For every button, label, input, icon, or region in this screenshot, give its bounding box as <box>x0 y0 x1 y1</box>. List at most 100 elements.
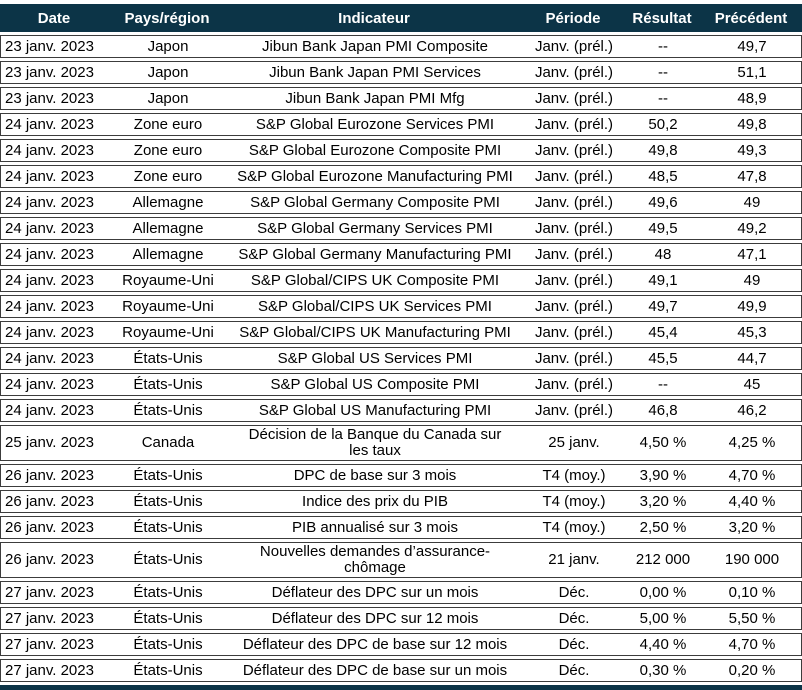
cell-indicator: Jibun Bank Japan PMI Services <box>269 63 481 81</box>
cell-date: 24 janv. 2023 <box>5 323 94 341</box>
cell-date: 24 janv. 2023 <box>5 349 94 367</box>
cell-result: 45,5 <box>648 349 678 367</box>
cell-indicator: Déflateur des DPC sur 12 mois <box>271 609 479 627</box>
table-row: 24 janv. 2023 États-Unis S&P Global US S… <box>0 347 802 371</box>
cell-period: Déc. <box>558 635 590 653</box>
cell-indicator: Déflateur des DPC de base sur 12 mois <box>242 635 508 653</box>
cell-date: 24 janv. 2023 <box>5 401 94 419</box>
cell-indicator: Indice des prix du PIB <box>302 492 448 510</box>
table-row: 24 janv. 2023 Allemagne S&P Global Germa… <box>0 243 802 267</box>
cell-result: 46,8 <box>648 401 678 419</box>
cell-period: Janv. (prél.) <box>534 63 614 81</box>
cell-region: États-Unis <box>133 375 203 393</box>
cell-indicator: Déflateur des DPC sur un mois <box>271 583 479 601</box>
cell-indicator: S&P Global Eurozone Composite PMI <box>248 141 502 159</box>
table-row: 25 janv. 2023 Canada Décision de la Banq… <box>0 425 802 462</box>
cell-previous: 49 <box>743 271 761 289</box>
cell-previous: 45,3 <box>737 323 767 341</box>
cell-region: Japon <box>147 63 189 81</box>
cell-region: Zone euro <box>133 141 203 159</box>
cell-previous: 49,2 <box>737 219 767 237</box>
cell-date: 26 janv. 2023 <box>5 518 94 536</box>
cell-period: Janv. (prél.) <box>534 297 614 315</box>
table-row: 24 janv. 2023 États-Unis S&P Global US C… <box>0 373 802 397</box>
cell-date: 24 janv. 2023 <box>5 297 94 315</box>
cell-period: Déc. <box>558 661 590 679</box>
cell-period: Janv. (prél.) <box>534 375 614 393</box>
cell-indicator: S&P Global Eurozone Manufacturing PMI <box>237 167 513 185</box>
cell-date: 24 janv. 2023 <box>5 245 94 263</box>
cell-indicator: PIB annualisé sur 3 mois <box>292 518 458 536</box>
cell-result: 45,4 <box>648 323 678 341</box>
table-row: 24 janv. 2023 Allemagne S&P Global Germa… <box>0 191 802 215</box>
cell-indicator: Déflateur des DPC de base sur un mois <box>242 661 508 679</box>
cell-period: Janv. (prél.) <box>534 89 614 107</box>
cell-date: 24 janv. 2023 <box>5 115 94 133</box>
cell-region: États-Unis <box>133 518 203 536</box>
header-period: Période <box>545 9 601 27</box>
header-result: Résultat <box>632 9 692 27</box>
cell-previous: 47,8 <box>737 167 767 185</box>
cell-previous: 48,9 <box>737 89 767 107</box>
cell-region: Royaume-Uni <box>122 297 214 315</box>
cell-date: 24 janv. 2023 <box>5 219 94 237</box>
cell-indicator: S&P Global US Services PMI <box>277 349 473 367</box>
cell-result: -- <box>658 63 668 81</box>
cell-result: 4,50 % <box>639 434 687 452</box>
cell-date: 26 janv. 2023 <box>5 466 94 484</box>
cell-previous: 190 000 <box>724 551 780 569</box>
cell-indicator: Jibun Bank Japan PMI Mfg <box>285 89 465 107</box>
cell-period: Déc. <box>558 609 590 627</box>
cell-indicator: S&P Global/CIPS UK Manufacturing PMI <box>239 323 511 341</box>
cell-previous: 49,9 <box>737 297 767 315</box>
cell-date: 24 janv. 2023 <box>5 271 94 289</box>
cell-region: États-Unis <box>133 492 203 510</box>
cell-indicator: S&P Global Germany Manufacturing PMI <box>238 245 512 263</box>
cell-region: Japon <box>147 37 189 55</box>
cell-indicator: DPC de base sur 3 mois <box>293 466 457 484</box>
bottom-border-bar <box>0 685 802 690</box>
table-row: 24 janv. 2023 Royaume-Uni S&P Global/CIP… <box>0 295 802 319</box>
cell-result: 5,00 % <box>639 609 687 627</box>
cell-region: Royaume-Uni <box>122 323 214 341</box>
cell-region: États-Unis <box>133 551 203 569</box>
cell-date: 26 janv. 2023 <box>5 551 94 569</box>
cell-result: 49,6 <box>648 193 678 211</box>
table-row: 24 janv. 2023 Allemagne S&P Global Germa… <box>0 217 802 241</box>
cell-region: États-Unis <box>133 635 203 653</box>
cell-period: T4 (moy.) <box>542 466 606 484</box>
table-row: 24 janv. 2023 Royaume-Uni S&P Global/CIP… <box>0 321 802 345</box>
cell-date: 24 janv. 2023 <box>5 141 94 159</box>
cell-date: 24 janv. 2023 <box>5 193 94 211</box>
cell-previous: 44,7 <box>737 349 767 367</box>
cell-date: 23 janv. 2023 <box>5 89 94 107</box>
cell-indicator: Nouvelles demandes d’assurance- chômage <box>259 543 491 577</box>
cell-indicator: Décision de la Banque du Canada sur les … <box>248 426 502 460</box>
cell-period: Janv. (prél.) <box>534 115 614 133</box>
cell-period: Janv. (prél.) <box>534 193 614 211</box>
cell-indicator: S&P Global Germany Services PMI <box>257 219 493 237</box>
cell-result: -- <box>658 37 668 55</box>
cell-result: 3,20 % <box>639 492 687 510</box>
cell-date: 27 janv. 2023 <box>5 609 94 627</box>
cell-indicator: S&P Global US Composite PMI <box>270 375 480 393</box>
cell-date: 25 janv. 2023 <box>5 434 94 452</box>
cell-indicator: S&P Global US Manufacturing PMI <box>258 401 492 419</box>
cell-result: -- <box>658 375 668 393</box>
cell-period: Janv. (prél.) <box>534 219 614 237</box>
table-body: 23 janv. 2023 Japon Jibun Bank Japan PMI… <box>0 35 802 685</box>
cell-result: 2,50 % <box>639 518 687 536</box>
cell-result: -- <box>658 89 668 107</box>
cell-previous: 4,40 % <box>728 492 776 510</box>
cell-previous: 49,3 <box>737 141 767 159</box>
cell-indicator: S&P Global/CIPS UK Composite PMI <box>250 271 500 289</box>
cell-result: 50,2 <box>648 115 678 133</box>
cell-period: Janv. (prél.) <box>534 245 614 263</box>
cell-previous: 47,1 <box>737 245 767 263</box>
cell-indicator: S&P Global/CIPS UK Services PMI <box>258 297 492 315</box>
cell-previous: 4,70 % <box>728 635 776 653</box>
table-row: 23 janv. 2023 Japon Jibun Bank Japan PMI… <box>0 61 802 85</box>
cell-region: Allemagne <box>132 219 204 237</box>
cell-region: États-Unis <box>133 609 203 627</box>
